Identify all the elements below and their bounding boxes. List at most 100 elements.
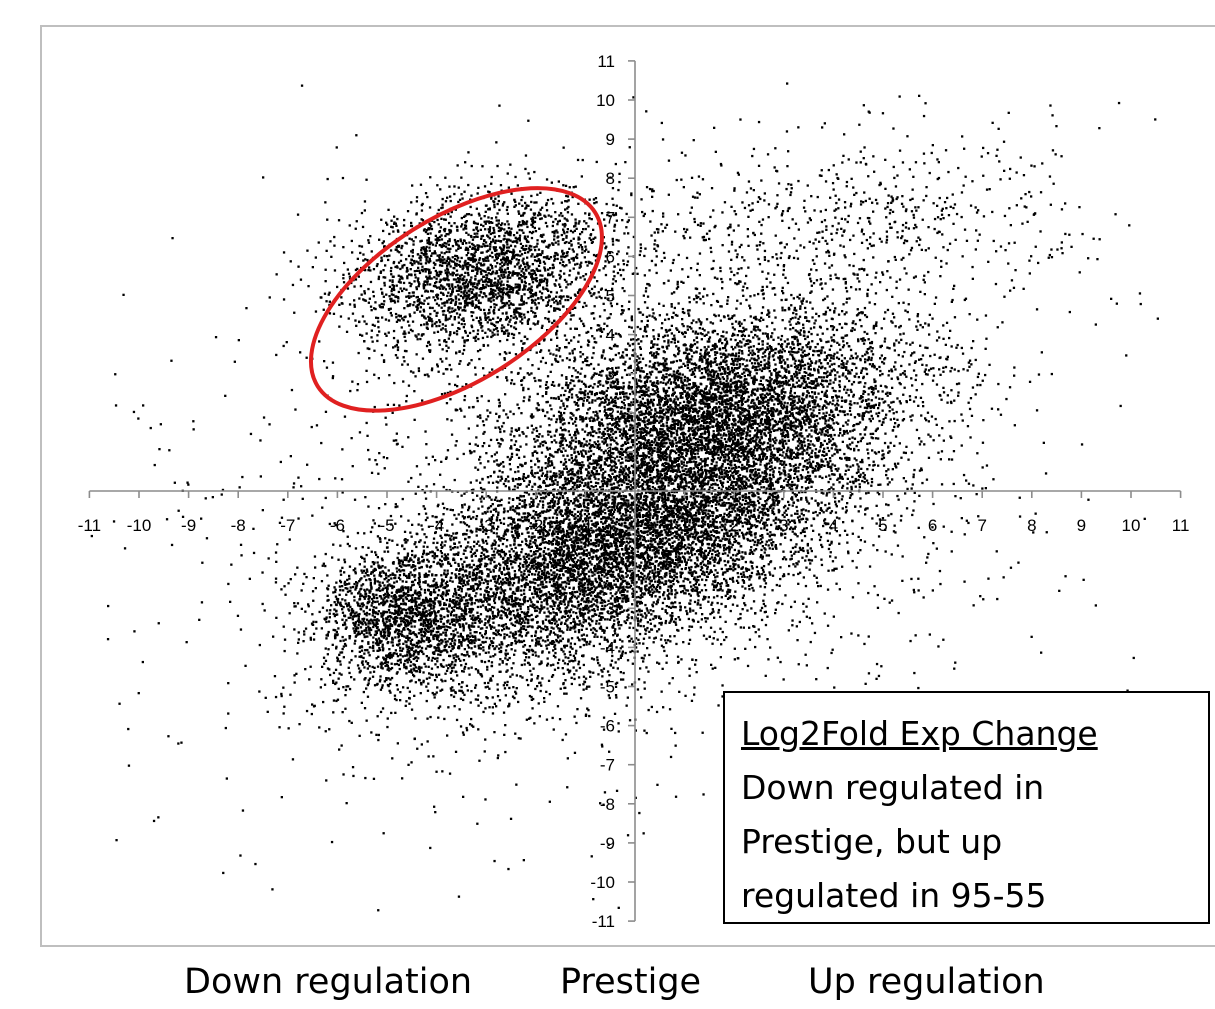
data-point: [362, 690, 365, 694]
data-point: [445, 664, 448, 667]
data-point: [709, 612, 712, 616]
data-point: [363, 707, 367, 710]
data-point: [423, 615, 426, 618]
data-point: [499, 479, 502, 482]
data-point: [657, 543, 660, 546]
data-point: [781, 390, 785, 393]
data-point: [736, 482, 739, 485]
data-point: [762, 599, 765, 602]
data-point: [762, 455, 765, 458]
data-point: [699, 603, 702, 606]
data-point: [598, 585, 601, 588]
data-point: [640, 464, 644, 468]
data-point: [872, 386, 875, 390]
data-point: [599, 802, 602, 805]
data-point: [723, 577, 726, 581]
data-point: [819, 535, 823, 539]
data-point: [727, 515, 730, 518]
data-point: [574, 552, 577, 555]
data-point: [718, 467, 721, 470]
data-point: [593, 475, 596, 479]
data-point: [593, 613, 597, 616]
data-point: [571, 575, 575, 578]
data-point: [612, 626, 615, 629]
data-point: [640, 579, 643, 582]
data-point: [576, 554, 579, 557]
data-point: [699, 546, 702, 549]
data-point: [658, 662, 661, 665]
data-point: [863, 474, 866, 477]
data-point: [785, 484, 788, 487]
data-point: [573, 656, 577, 660]
data-point: [649, 566, 652, 569]
data-point: [531, 639, 534, 642]
data-point: [462, 575, 465, 578]
data-point: [387, 677, 390, 680]
data-point: [757, 468, 760, 471]
data-point: [522, 645, 525, 648]
data-point: [661, 601, 665, 605]
data-point: [560, 602, 563, 605]
data-point: [579, 584, 582, 588]
data-point: [652, 617, 655, 621]
data-point: [719, 521, 722, 524]
data-point: [462, 654, 466, 657]
data-point: [727, 452, 731, 455]
data-point: [528, 650, 531, 653]
data-point: [536, 513, 539, 517]
data-point: [578, 564, 581, 567]
data-point: [716, 493, 719, 496]
data-point: [508, 580, 512, 584]
data-point: [460, 685, 463, 689]
data-point: [543, 571, 546, 575]
data-point: [761, 478, 765, 481]
data-point: [495, 459, 498, 462]
data-point: [585, 534, 588, 537]
data-point: [654, 636, 657, 639]
data-point: [565, 592, 568, 595]
data-point: [600, 469, 603, 472]
data-point: [654, 443, 657, 447]
data-point: [750, 453, 753, 456]
data-point: [792, 451, 795, 454]
data-point: [524, 476, 528, 480]
data-point: [641, 515, 645, 519]
data-point: [569, 557, 572, 560]
data-point: [638, 610, 641, 613]
data-point: [506, 578, 510, 582]
data-point: [801, 517, 805, 520]
data-point: [379, 632, 382, 636]
data-point: [812, 460, 815, 463]
data-point: [673, 491, 676, 494]
data-point: [809, 465, 812, 468]
data-point: [461, 573, 464, 577]
data-point: [657, 535, 660, 538]
data-point: [657, 549, 660, 552]
data-point: [584, 483, 587, 487]
data-point: [702, 598, 705, 601]
data-point: [551, 483, 554, 486]
data-point: [519, 544, 522, 547]
data-point: [484, 578, 487, 581]
data-point: [641, 478, 644, 482]
data-point: [466, 637, 469, 640]
data-point: [502, 684, 505, 687]
data-point: [497, 475, 500, 478]
data-point: [441, 541, 444, 544]
data-point: [541, 594, 544, 597]
data-point: [607, 565, 610, 569]
data-point: [673, 487, 676, 491]
data-point: [493, 556, 496, 559]
data-point: [661, 430, 664, 434]
data-point: [564, 585, 568, 588]
data-point: [901, 579, 904, 582]
data-point: [684, 606, 687, 609]
data-point: [491, 645, 495, 648]
data-point: [762, 570, 765, 573]
data-point: [664, 537, 668, 540]
data-point: [480, 519, 483, 522]
data-point: [471, 622, 474, 625]
data-point: [721, 502, 724, 505]
data-point: [617, 620, 620, 624]
data-point: [652, 591, 655, 594]
